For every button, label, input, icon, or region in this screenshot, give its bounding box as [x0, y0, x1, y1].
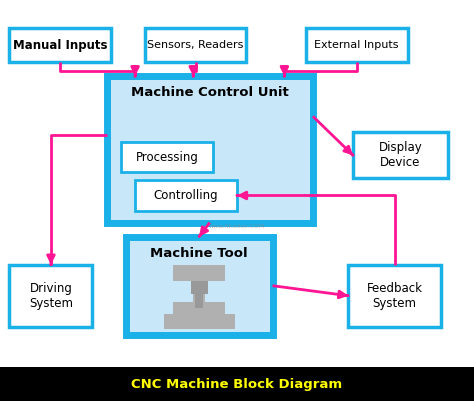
FancyBboxPatch shape — [348, 265, 441, 327]
FancyBboxPatch shape — [306, 28, 408, 62]
FancyBboxPatch shape — [135, 180, 237, 211]
FancyBboxPatch shape — [9, 265, 92, 327]
Bar — [164, 314, 235, 329]
FancyBboxPatch shape — [107, 76, 313, 223]
FancyBboxPatch shape — [353, 132, 448, 178]
Bar — [173, 265, 225, 281]
Text: Machine Tool: Machine Tool — [150, 247, 248, 259]
Text: Display
Device: Display Device — [379, 142, 422, 169]
Text: CNC Machine Block Diagram: CNC Machine Block Diagram — [131, 378, 343, 391]
FancyBboxPatch shape — [121, 142, 213, 172]
Text: Processing: Processing — [136, 151, 199, 164]
Text: Driving
System: Driving System — [29, 282, 73, 310]
Bar — [0, 367, 474, 401]
FancyBboxPatch shape — [9, 28, 111, 62]
Bar — [195, 292, 203, 308]
Text: External Inputs: External Inputs — [314, 40, 399, 50]
Bar — [191, 281, 208, 294]
FancyBboxPatch shape — [126, 237, 273, 335]
Text: Machine Control Unit: Machine Control Unit — [131, 86, 289, 99]
Bar — [193, 273, 205, 314]
Text: Controlling: Controlling — [154, 189, 219, 202]
Text: www.fikadox.COM: www.fikadox.COM — [209, 224, 265, 229]
Bar — [173, 302, 225, 314]
Text: Sensors, Readers: Sensors, Readers — [147, 40, 244, 50]
FancyBboxPatch shape — [145, 28, 246, 62]
Text: Feedback
System: Feedback System — [366, 282, 423, 310]
Text: Manual Inputs: Manual Inputs — [13, 38, 108, 52]
